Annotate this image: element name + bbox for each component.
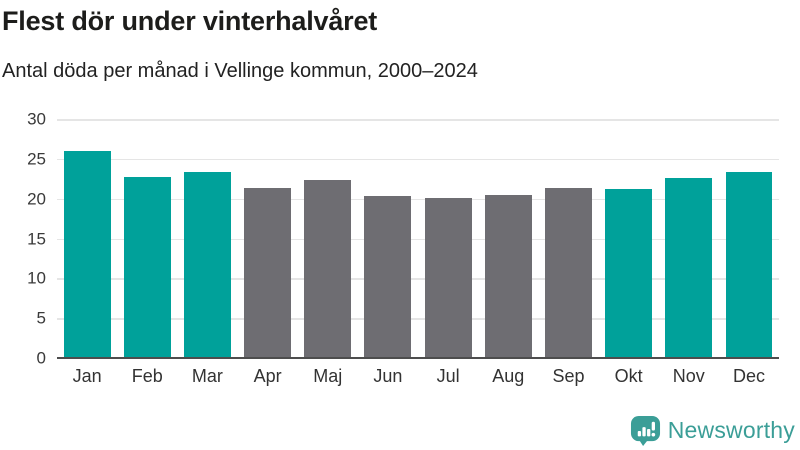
bar-slot-maj bbox=[298, 119, 358, 358]
chart-subtitle: Antal döda per månad i Vellinge kommun, … bbox=[2, 60, 478, 82]
x-tick-label-jul: Jul bbox=[436, 366, 460, 386]
x-tick-label-nov: Nov bbox=[672, 366, 705, 386]
y-axis-tick-labels: 0 5 10 15 20 25 30 bbox=[0, 111, 46, 367]
bar-slot-sep bbox=[538, 119, 598, 358]
bar-series bbox=[57, 119, 779, 358]
y-tick-label-25: 25 bbox=[27, 149, 46, 169]
gridline-y10 bbox=[57, 278, 779, 280]
bar-slot-aug bbox=[478, 119, 538, 358]
bar-maj bbox=[304, 180, 352, 358]
bar-slot-feb bbox=[117, 119, 177, 358]
gridline-y25 bbox=[57, 158, 779, 161]
x-tick-label-aug: Aug bbox=[492, 366, 525, 386]
plot-area bbox=[57, 119, 779, 359]
x-axis-line bbox=[57, 357, 779, 359]
x-tick-label-jan: Jan bbox=[72, 366, 102, 386]
bar-apr bbox=[244, 188, 292, 358]
newsworthy-wordmark: Newsworthy bbox=[667, 417, 795, 443]
newsworthy-logo: Newsworthy bbox=[630, 415, 795, 446]
bar-slot-dec bbox=[719, 119, 779, 358]
x-tick-label-apr: Apr bbox=[253, 366, 282, 386]
x-tick-label-sep: Sep bbox=[552, 366, 585, 386]
gridline-y15 bbox=[57, 238, 779, 240]
bar-jan bbox=[63, 150, 111, 358]
y-tick-label-10: 10 bbox=[27, 268, 46, 288]
x-tick-label-jun: Jun bbox=[373, 366, 403, 386]
bar-slot-jun bbox=[358, 119, 418, 358]
gridline-y5 bbox=[57, 318, 779, 320]
x-tick-label-dec: Dec bbox=[732, 366, 765, 386]
bar-sep bbox=[545, 187, 592, 358]
bar-slot-nov bbox=[659, 119, 719, 358]
y-tick-label-5: 5 bbox=[36, 308, 46, 328]
bar-slot-mar bbox=[177, 119, 237, 358]
x-tick-label-maj: Maj bbox=[313, 366, 343, 386]
y-tick-label-15: 15 bbox=[27, 229, 46, 248]
bar-jun bbox=[364, 196, 412, 358]
chart-title: Flest dör under vinterhalvåret bbox=[2, 6, 378, 36]
y-tick-label-0: 0 bbox=[36, 348, 46, 368]
bar-nov bbox=[665, 177, 713, 358]
bar-slot-apr bbox=[238, 119, 298, 358]
gridline-y20 bbox=[57, 198, 779, 201]
x-tick-label-okt: Okt bbox=[614, 366, 643, 386]
y-tick-label-30: 30 bbox=[27, 109, 46, 129]
bar-slot-jul bbox=[418, 119, 478, 358]
bar-okt bbox=[605, 189, 653, 358]
bar-slot-okt bbox=[599, 119, 659, 358]
x-tick-label-feb: Feb bbox=[131, 366, 163, 386]
bar-slot-jan bbox=[57, 119, 117, 358]
bar-dec bbox=[725, 172, 773, 358]
bar-chart-speech-bubble-icon bbox=[630, 415, 660, 446]
bar-feb bbox=[123, 177, 171, 358]
bar-aug bbox=[484, 194, 532, 358]
bar-jul bbox=[424, 197, 472, 358]
bar-mar bbox=[183, 172, 231, 358]
x-tick-label-mar: Mar bbox=[191, 366, 223, 386]
gridline-y30 bbox=[57, 119, 779, 121]
y-tick-label-20: 20 bbox=[27, 189, 46, 209]
x-axis-tick-labels: Jan Feb Mar Apr Maj Jun Jul Aug Sep Okt Nov Dec bbox=[57, 366, 779, 387]
